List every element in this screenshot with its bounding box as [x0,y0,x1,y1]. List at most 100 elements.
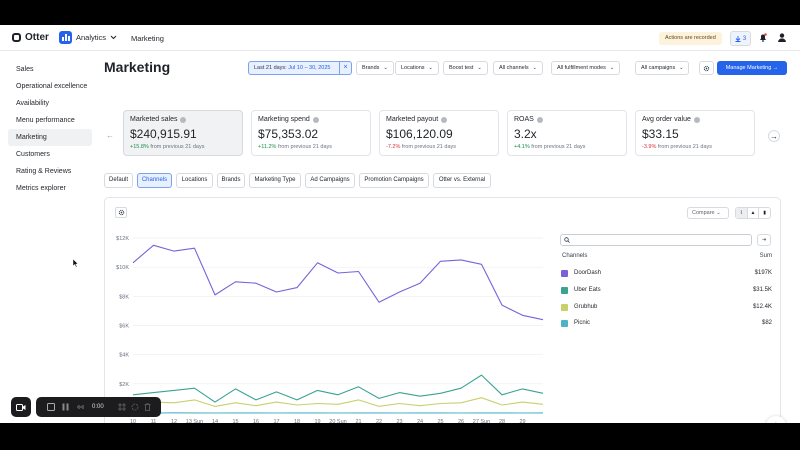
manage-marketing-label: Manage Marketing [725,65,772,71]
legend-collapse-button[interactable]: ⇥ [757,234,771,246]
bell-icon[interactable] [759,33,767,42]
tab-otter-vs-external[interactable]: Otter vs. External [433,173,491,188]
settings-button[interactable] [699,61,714,75]
locations-filter[interactable]: Locations ⌄ [395,61,439,75]
sidebar-item-rating-reviews[interactable]: Rating & Reviews [16,168,72,175]
kpi-card-marketed-payout[interactable]: Marketed payout $106,120.09 -7.2% from p… [379,110,499,156]
sidebar-item-menu-performance[interactable]: Menu performance [16,117,75,124]
area-chart-icon[interactable]: ▲ [748,208,760,218]
tab-channels[interactable]: Channels [137,173,172,188]
compare-dropdown[interactable]: Compare ⌄ [687,207,729,219]
legend-item-doordash[interactable]: DoorDash $197K [560,267,772,280]
checkbox-checked-icon[interactable] [561,320,568,327]
kpi-delta-suffix: from previous 21 days [657,144,713,150]
kpi-delta-suffix: from previous 21 days [401,144,457,150]
info-icon[interactable] [536,116,543,123]
downloads-count: 3 [742,35,747,42]
info-icon[interactable] [180,116,187,123]
stop-icon[interactable] [47,403,55,411]
downloads-button[interactable]: 3 [730,31,751,46]
date-range-filter[interactable]: Last 21 days: Jul 10 – 30, 2025 × [248,61,352,75]
legend-header-value: Sum [759,253,772,259]
sidebar-item-availability[interactable]: Availability [16,100,49,107]
channels-filter[interactable]: All channels ⌄ [493,61,543,75]
otter-logo[interactable]: Otter [12,32,49,43]
clear-date-filter-button[interactable]: × [339,62,351,74]
checkbox-checked-icon[interactable] [561,287,568,294]
checkbox-checked-icon[interactable] [561,270,568,277]
kpi-prev-button[interactable]: ← [106,131,114,140]
kpi-card-marketing-spend[interactable]: Marketing spend $75,353.02 +11.2% from p… [251,110,371,156]
chevron-down-icon: ⌄ [428,65,433,71]
legend-item-value: $31.5K [752,287,772,293]
legend-item-name: DoorDash [574,270,602,276]
sidebar-item-customers[interactable]: Customers [16,151,50,158]
sidebar-item-operational-excellence[interactable]: Operational excellence [16,83,88,90]
sidebar-item-metrics-explorer[interactable]: Metrics explorer [16,185,66,192]
kpi-next-button[interactable]: → [768,130,780,142]
kpi-card-roas[interactable]: ROAS 3.2x +4.1% from previous 21 days [507,110,627,156]
trash-icon[interactable] [144,403,151,411]
kpi-value: 3.2x [514,127,537,141]
info-icon[interactable] [693,116,700,123]
legend-search-input[interactable] [560,234,752,246]
recording-badge: Actions are recorded [659,32,722,45]
info-icon[interactable] [441,116,448,123]
kpi-delta-suffix: from previous 21 days [531,144,586,150]
legend-item-picnic[interactable]: Picnic $82 [560,317,772,330]
kpi-card-marketed-sales[interactable]: Marketed sales $240,915.91 +15.8% from p… [123,110,243,156]
line-chart-icon[interactable]: ⌇ [736,208,748,218]
x-tick-label: 16 [253,419,259,423]
tab-default[interactable]: Default [104,173,133,188]
x-tick-label: 18 [294,419,300,423]
x-tick-label: 28 [499,419,505,423]
tab-locations[interactable]: Locations [176,173,213,188]
audio-wave-icon[interactable] [76,404,85,410]
legend-header-name: Channels [562,253,588,259]
app-switcher[interactable]: Analytics [59,31,117,44]
sidebar-item-marketing[interactable]: Marketing [8,129,92,146]
camera-button[interactable] [11,397,31,417]
x-tick-label: 29 [519,419,525,423]
page-title: Marketing [104,59,171,75]
manage-marketing-button[interactable]: Manage Marketing → [717,61,787,75]
info-icon[interactable] [312,116,319,123]
tab-marketing-type[interactable]: Marketing Type [249,173,301,188]
kpi-value: $240,915.91 [130,127,197,141]
tab-ad-campaigns[interactable]: Ad Campaigns [305,173,355,188]
search-icon [564,237,570,243]
y-tick-label: $2K [119,382,129,388]
brands-filter[interactable]: Brands ⌄ [356,61,394,75]
series-line-grubhub [132,397,544,407]
boost-test-filter[interactable]: Boost test ⌄ [443,61,488,75]
campaigns-filter[interactable]: All campaigns ⌄ [635,61,690,75]
pause-icon[interactable] [62,403,69,411]
fulfillment-modes-filter-label: All fulfillment modes [557,65,606,71]
tab-promotion-campaigns[interactable]: Promotion Campaigns [359,173,429,188]
sidebar-item-sales[interactable]: Sales [16,66,34,73]
kpi-label: Avg order value [642,116,691,123]
chevron-down-icon [110,35,117,40]
recording-toolbar: 0:00 [36,397,161,417]
tab-brands[interactable]: Brands [217,173,245,188]
kpi-card-avg-order-value[interactable]: Avg order value $33.15 -3.9% from previo… [635,110,755,156]
fulfillment-modes-filter[interactable]: All fulfillment modes ⌄ [551,61,621,75]
brands-filter-label: Brands [362,65,380,71]
chart-settings-button[interactable] [115,207,127,218]
x-tick-label: 10 [130,419,136,423]
legend-item-uber-eats[interactable]: Uber Eats $31.5K [560,284,772,297]
legend-item-grubhub[interactable]: Grubhub $12.4K [560,301,772,314]
x-tick-label: 22 [376,419,382,423]
ai-assistant-button[interactable]: ✦ [766,416,786,423]
bar-chart-icon[interactable]: ▮ [763,210,767,216]
top-bar: Otter Analytics Marketing Actions are re… [0,25,800,51]
chevron-down-icon: ⌄ [716,210,721,216]
grid-icon[interactable] [118,403,126,411]
restart-icon[interactable] [131,403,139,411]
x-tick-label: 20 Sun [329,419,346,423]
user-icon[interactable] [778,33,786,42]
locations-filter-label: Locations [401,65,425,71]
y-tick-label: $12K [116,236,129,242]
checkbox-checked-icon[interactable] [561,304,568,311]
